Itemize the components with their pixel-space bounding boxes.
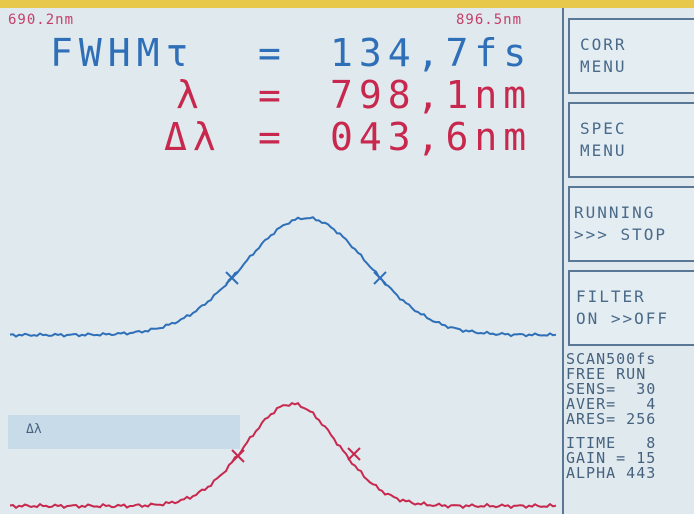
status-scan: SCAN500fs [566, 350, 657, 368]
filter-line2: ON >>OFF [576, 309, 670, 328]
corr-menu-line2: MENU [580, 57, 627, 76]
trace-plot [9, 216, 557, 510]
filter-line1: FILTER [576, 287, 646, 306]
running-line1: RUNNING [574, 203, 656, 222]
fwhm-equals: = [258, 31, 287, 75]
red-fwhm-marker-left [231, 449, 245, 463]
wavelength-range-start: 690.2nm [8, 12, 75, 28]
fwhm-value: 134,7fs [330, 31, 533, 75]
fwhm-label: FWHMτ [50, 31, 195, 75]
running-stop-button[interactable]: RUNNING >>> STOP [568, 186, 694, 262]
status-aver: AVER= 4 [566, 395, 657, 413]
running-line2: >>> STOP [574, 225, 668, 244]
wavelength-range-end: 896.5nm [456, 12, 523, 28]
status-sens: SENS= 30 [566, 380, 657, 398]
delta-lambda-equals: = [258, 115, 287, 159]
spec-menu-line2: MENU [580, 141, 627, 160]
spectrum-trace [9, 401, 557, 510]
delta-lambda-value: 043,6nm [330, 115, 533, 159]
red-fwhm-marker-right [347, 447, 361, 461]
status-alpha: ALPHA 443 [566, 464, 657, 482]
spec-menu-line1: SPEC [580, 119, 627, 138]
delta-lambda-band [8, 415, 240, 449]
corr-menu-line1: CORR [580, 35, 627, 54]
menu-divider [562, 8, 564, 514]
oscilloscope-screen: 690.2nm 896.5nm FWHMτ = 134,7fs λ = 798,… [0, 8, 694, 514]
lambda-equals: = [258, 73, 287, 117]
lambda-label: λ [176, 73, 205, 117]
delta-lambda-label: Δλ [164, 115, 222, 159]
status-mode: FREE RUN [566, 365, 647, 383]
delta-lambda-band-label: Δλ [26, 422, 42, 437]
lambda-value: 798,1nm [330, 73, 533, 117]
blue-fwhm-marker-left [225, 271, 239, 285]
autocorrelation-trace [9, 216, 557, 338]
filter-toggle-button[interactable]: FILTER ON >>OFF [568, 270, 694, 346]
status-gain: GAIN = 15 [566, 449, 657, 467]
blue-fwhm-marker-right [373, 271, 387, 285]
spec-menu-button[interactable]: SPEC MENU [568, 102, 694, 178]
corr-menu-button[interactable]: CORR MENU [568, 18, 694, 94]
status-ares: ARES= 256 [566, 410, 657, 428]
status-itime: ITIME 8 [566, 434, 657, 452]
